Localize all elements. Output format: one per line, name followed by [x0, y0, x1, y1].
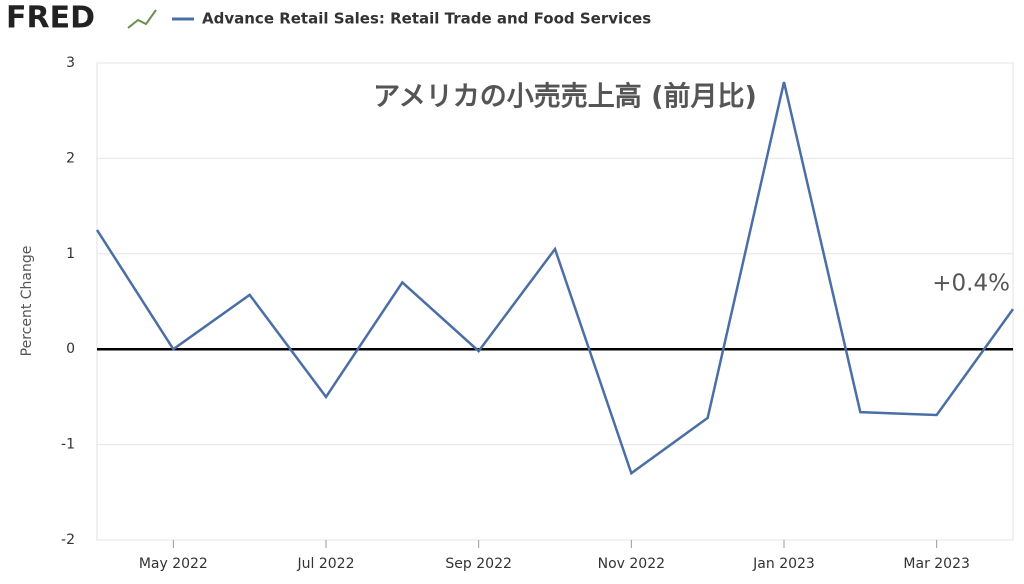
- x-tick-label: Mar 2023: [903, 556, 970, 572]
- series-line: [95, 81, 1015, 476]
- y-tick-label: -2: [61, 532, 75, 548]
- y-tick-label: 1: [66, 246, 75, 262]
- plot-area: [96, 62, 1014, 541]
- x-tick-label: Nov 2022: [598, 556, 665, 572]
- y-tick-label: 0: [66, 341, 75, 357]
- y-tick-label: -1: [61, 437, 75, 453]
- x-tick-label: Jan 2023: [752, 556, 815, 572]
- x-tick-label: Jul 2022: [297, 556, 355, 572]
- annotation: +0.4%: [932, 271, 1010, 297]
- logo: FRED: [6, 1, 95, 36]
- x-tick-label: May 2022: [139, 556, 208, 572]
- logo-icon: [127, 9, 157, 29]
- chart-title: アメリカの小売売上高 (前月比): [373, 81, 757, 113]
- y-tick-label: 3: [66, 55, 75, 71]
- y-axis-label: Percent Change: [19, 246, 35, 357]
- legend-label: Advance Retail Sales: Retail Trade and F…: [202, 10, 651, 28]
- y-tick-label: 2: [66, 150, 75, 166]
- x-tick-label: Sep 2022: [445, 556, 511, 572]
